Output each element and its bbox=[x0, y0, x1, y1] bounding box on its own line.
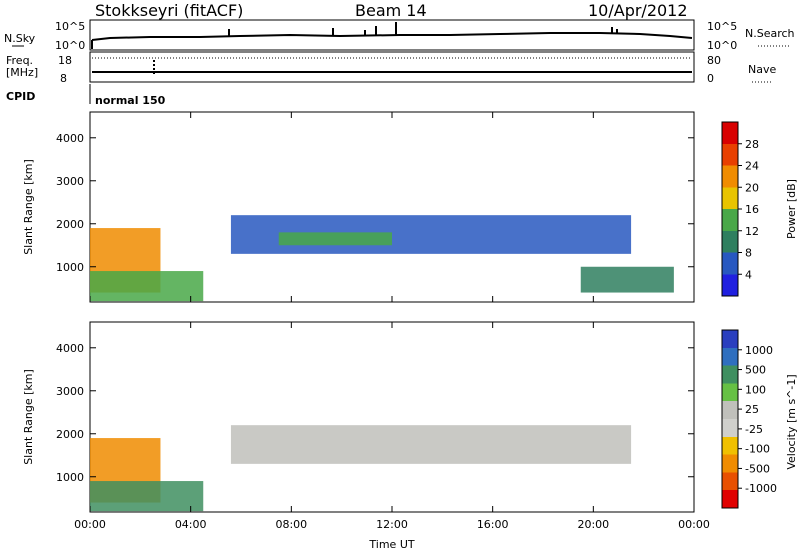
colorbar-tick-label: 100 bbox=[745, 383, 766, 396]
x-tick-label: 20:00 bbox=[577, 518, 609, 531]
noise-left-top-tick: 10^5 bbox=[55, 20, 85, 33]
power-x-ticks bbox=[89, 112, 695, 302]
colorbar-tick-label: -100 bbox=[745, 443, 770, 456]
echo-region bbox=[278, 232, 392, 246]
velocity-panel: 1000 2000 3000 4000 00:00 04:00 08:00 12:00 16:… bbox=[22, 321, 710, 551]
freq-label-line2: [MHz] bbox=[6, 66, 38, 79]
freq-bottom-tick: 8 bbox=[60, 72, 67, 85]
station-title: Stokkseyri (fitACF) bbox=[95, 1, 243, 20]
power-colorbar-label: Power [dB] bbox=[785, 179, 798, 239]
nave-label: Nave bbox=[748, 63, 776, 76]
noise-trace bbox=[91, 32, 693, 41]
power-panel: 1000 2000 3000 4000 Slant Range [km] bbox=[22, 111, 695, 303]
noise-spikes bbox=[91, 22, 618, 49]
y-tick-label: 3000 bbox=[56, 385, 84, 398]
colorbar-tick-label: 500 bbox=[745, 364, 766, 377]
power-ylabel: Slant Range [km] bbox=[22, 159, 35, 255]
colorbar-tick-label: 4 bbox=[745, 268, 752, 281]
time-axis-label: Time UT bbox=[368, 538, 414, 551]
colorbar-tick-label: -1000 bbox=[745, 482, 777, 495]
colorbar-tick-label: 20 bbox=[745, 181, 759, 194]
y-tick-label: 4000 bbox=[56, 342, 84, 355]
y-tick-label: 2000 bbox=[56, 428, 84, 441]
colorbar-tick-label: 24 bbox=[745, 160, 759, 173]
y-tick-label: 1000 bbox=[56, 471, 84, 484]
velocity-colorbar-bar bbox=[721, 329, 739, 509]
colorbar-tick-label: 1000 bbox=[745, 344, 773, 357]
velocity-colorbar: 1000 500 100 25 -25 -100 -500 -1000 Velocity [m… bbox=[721, 329, 798, 509]
velocity-y-ticks: 1000 2000 3000 4000 bbox=[56, 342, 694, 484]
nsearch-label: N.Search bbox=[745, 27, 795, 40]
echo-region bbox=[90, 271, 204, 302]
date-title: 10/Apr/2012 bbox=[588, 1, 688, 20]
colorbar-tick-label: 28 bbox=[745, 138, 759, 151]
y-tick-label: 1000 bbox=[56, 261, 84, 274]
velocity-colorbar-label: Velocity [m s^-1] bbox=[785, 374, 798, 469]
x-tick-label: 00:00 bbox=[678, 518, 710, 531]
colorbar-tick-label: -25 bbox=[745, 423, 763, 436]
nsky-label: N.Sky bbox=[4, 32, 36, 45]
echo-region bbox=[230, 425, 632, 464]
power-colorbar-ticks: 4 8 12 16 20 24 28 bbox=[738, 138, 759, 281]
y-tick-label: 2000 bbox=[56, 218, 84, 231]
echo-region bbox=[580, 266, 674, 293]
colorbar-tick-label: 16 bbox=[745, 203, 759, 216]
x-tick-label: 08:00 bbox=[275, 518, 307, 531]
noise-right-bottom-tick: 10^0 bbox=[707, 39, 737, 52]
nave-top-tick: 80 bbox=[707, 54, 721, 67]
power-colorbar-bar bbox=[721, 121, 739, 297]
power-data-layer bbox=[90, 215, 674, 302]
power-colorbar: 4 8 12 16 20 24 28 Power [dB] bbox=[721, 121, 798, 297]
x-tick-label: 12:00 bbox=[376, 518, 408, 531]
freq-top-tick: 18 bbox=[58, 54, 72, 67]
cpid-label: CPID bbox=[6, 90, 35, 103]
echo-region bbox=[90, 481, 204, 512]
x-tick-label: 04:00 bbox=[175, 518, 207, 531]
colorbar-tick-label: 8 bbox=[745, 247, 752, 260]
beam-title: Beam 14 bbox=[355, 1, 427, 20]
velocity-ylabel: Slant Range [km] bbox=[22, 369, 35, 465]
cpid-value: normal 150 bbox=[95, 94, 166, 107]
colorbar-tick-label: 25 bbox=[745, 403, 759, 416]
velocity-x-ticks: 00:00 04:00 08:00 12:00 16:00 20:00 00:00 bbox=[74, 322, 710, 531]
x-tick-label: 00:00 bbox=[74, 518, 106, 531]
nave-bottom-tick: 0 bbox=[707, 72, 714, 85]
x-tick-label: 16:00 bbox=[477, 518, 509, 531]
noise-strip-frame bbox=[89, 19, 695, 51]
colorbar-tick-label: -500 bbox=[745, 462, 770, 475]
power-y-ticks: 1000 2000 3000 4000 bbox=[56, 132, 694, 274]
colorbar-tick-label: 12 bbox=[745, 225, 759, 238]
noise-left-bottom-tick: 10^0 bbox=[55, 39, 85, 52]
noise-right-top-tick: 10^5 bbox=[707, 20, 737, 33]
freq-label-line1: Freq. bbox=[6, 54, 33, 67]
freq-strip-frame bbox=[89, 51, 695, 83]
y-tick-label: 4000 bbox=[56, 132, 84, 145]
velocity-data-layer bbox=[90, 425, 632, 512]
velocity-colorbar-ticks: 1000 500 100 25 -25 -100 -500 -1000 bbox=[738, 344, 777, 495]
y-tick-label: 3000 bbox=[56, 175, 84, 188]
